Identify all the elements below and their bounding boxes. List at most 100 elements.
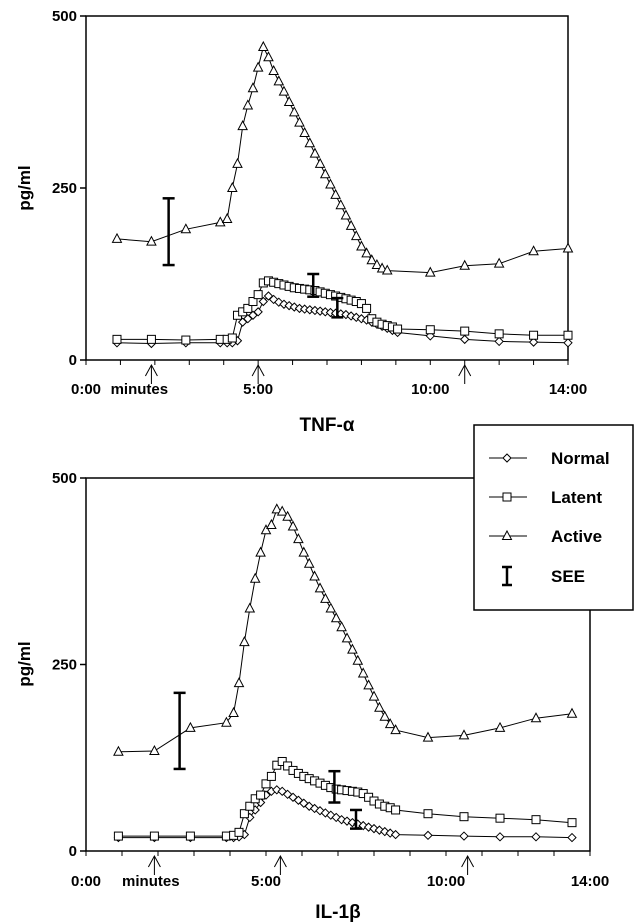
y-tick-label: 0 xyxy=(69,352,77,369)
data-point xyxy=(113,831,123,841)
data-point xyxy=(314,157,326,168)
arrow-marker xyxy=(251,363,265,384)
data-point xyxy=(239,809,249,819)
x-tick-label: 10:00 xyxy=(427,873,465,890)
arrow-marker xyxy=(144,363,158,384)
data-point xyxy=(320,592,331,603)
data-point xyxy=(566,707,578,718)
data-point xyxy=(180,223,192,234)
data-point xyxy=(146,235,157,246)
error-bar xyxy=(173,691,186,771)
chart-title: TNF-α xyxy=(300,415,355,436)
data-point xyxy=(299,126,310,137)
data-point xyxy=(244,602,256,613)
data-point xyxy=(294,116,305,127)
data-point xyxy=(459,812,469,822)
legend-item-latent: Latent xyxy=(489,488,602,507)
data-point xyxy=(232,157,243,168)
data-point xyxy=(287,520,299,531)
data-point xyxy=(352,654,364,665)
data-point xyxy=(493,257,505,268)
data-point xyxy=(341,632,353,643)
data-point xyxy=(391,805,401,815)
x-tick-label: minutes xyxy=(111,381,169,398)
data-point xyxy=(531,832,541,842)
data-point xyxy=(266,518,277,529)
y-tick-label: 500 xyxy=(52,470,77,487)
legend-label: SEE xyxy=(551,567,585,586)
x-tick-label: 14:00 xyxy=(571,873,609,890)
data-point xyxy=(363,679,374,690)
data-point xyxy=(495,813,505,823)
series-latent xyxy=(113,756,577,841)
series-line-active xyxy=(116,45,569,274)
data-point xyxy=(185,721,196,732)
legend-item-normal: Normal xyxy=(489,449,610,468)
data-point xyxy=(268,64,279,76)
data-point xyxy=(239,636,250,647)
data-point xyxy=(562,242,574,253)
data-point xyxy=(336,621,347,632)
data-point xyxy=(234,827,244,837)
error-bar xyxy=(350,808,362,830)
data-point xyxy=(424,266,436,277)
y-tick-label: 500 xyxy=(52,8,77,25)
data-point xyxy=(393,324,403,334)
data-point xyxy=(255,546,266,557)
legend-marker xyxy=(502,492,512,502)
data-point xyxy=(356,299,366,309)
data-point xyxy=(494,336,504,347)
data-point xyxy=(181,335,191,345)
series-active xyxy=(113,503,578,756)
data-point xyxy=(261,779,271,789)
legend: Normal Latent Active SEE xyxy=(473,424,634,611)
data-point xyxy=(563,338,573,348)
data-point xyxy=(384,718,396,729)
y-axis-label: pg/ml xyxy=(15,165,34,210)
data-point xyxy=(249,572,261,583)
data-point xyxy=(288,106,300,117)
data-point xyxy=(258,296,269,307)
data-point xyxy=(111,232,123,243)
series-latent xyxy=(112,276,573,345)
error-bar xyxy=(331,296,344,319)
data-point xyxy=(362,303,372,313)
data-point xyxy=(242,99,254,110)
data-point xyxy=(330,612,342,623)
data-point xyxy=(325,602,337,613)
data-point xyxy=(368,690,380,701)
data-point xyxy=(309,570,320,581)
data-point xyxy=(237,120,248,131)
x-tick-label: 5:00 xyxy=(243,381,273,398)
data-point xyxy=(257,40,269,51)
data-point xyxy=(458,729,470,740)
data-point xyxy=(366,254,378,265)
data-point xyxy=(304,137,316,148)
data-point xyxy=(283,95,295,106)
data-point xyxy=(325,178,336,189)
legend-label: Active xyxy=(551,527,602,546)
legend-label: Latent xyxy=(551,488,602,507)
x-tick-label: 10:00 xyxy=(411,381,449,398)
x-tick-label: 0:00 xyxy=(71,381,101,398)
data-point xyxy=(423,809,433,819)
data-point xyxy=(567,818,577,828)
data-point xyxy=(146,334,156,344)
legend-label: Normal xyxy=(551,449,610,468)
x-tick-label: 14:00 xyxy=(549,381,587,398)
data-point xyxy=(243,303,253,313)
data-point xyxy=(233,677,245,688)
data-point xyxy=(185,831,195,841)
data-point xyxy=(345,219,357,230)
data-point xyxy=(350,230,362,241)
data-point xyxy=(347,643,358,654)
data-point xyxy=(253,307,263,317)
data-point xyxy=(303,557,315,568)
data-point xyxy=(423,830,433,841)
data-point xyxy=(340,209,352,220)
data-point xyxy=(528,337,539,347)
data-point xyxy=(422,731,434,742)
data-point xyxy=(379,710,391,721)
data-point xyxy=(247,82,259,93)
data-point xyxy=(357,667,369,678)
